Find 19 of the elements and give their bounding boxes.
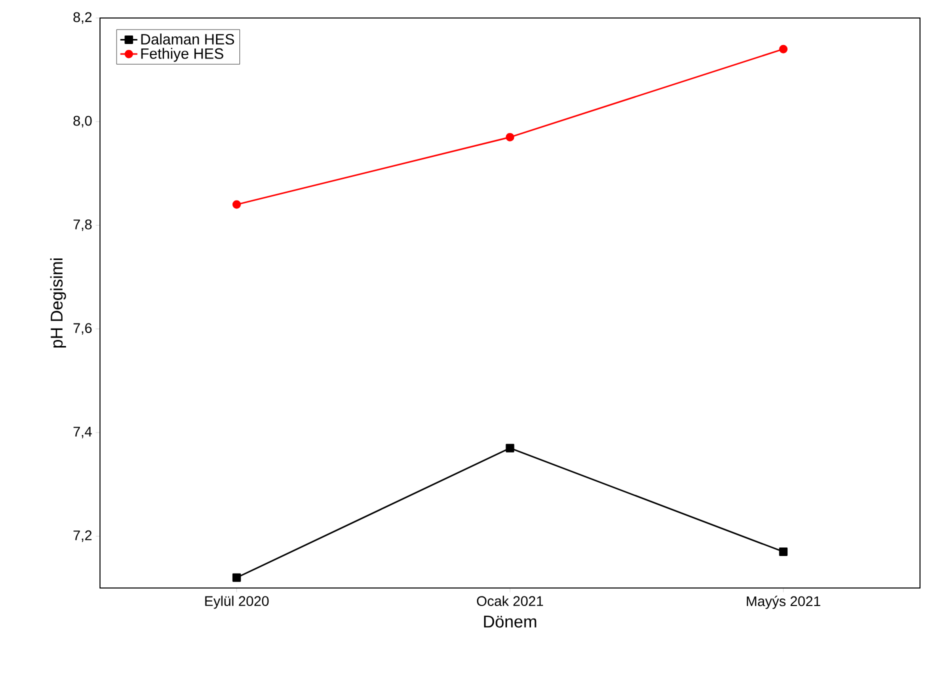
x-tick-label: Ocak 2021 xyxy=(476,596,544,606)
legend-label: Dalaman HES xyxy=(141,34,234,45)
y-tick-label: 7,8 xyxy=(74,219,92,232)
point xyxy=(232,573,241,582)
y-tick-label: 7,6 xyxy=(74,323,92,335)
legend-label: Fethiye HES xyxy=(141,48,224,62)
point xyxy=(779,44,788,54)
point xyxy=(506,132,514,142)
x-tick-label: Mayýs 2021 xyxy=(746,596,820,609)
y-tick-label: 7,4 xyxy=(74,426,92,438)
y-axis-title: pH Degisimi xyxy=(50,258,66,348)
point xyxy=(779,547,788,556)
y-tick-label: 7,2 xyxy=(74,530,92,542)
x-tick-label: Eylül 2020 xyxy=(205,596,269,609)
point xyxy=(506,444,514,452)
y-tick-label: 8,2 xyxy=(73,12,92,24)
y-tick-label: 8,0 xyxy=(73,116,92,128)
x-axis-title: Dönem xyxy=(484,616,536,628)
point xyxy=(232,200,241,209)
